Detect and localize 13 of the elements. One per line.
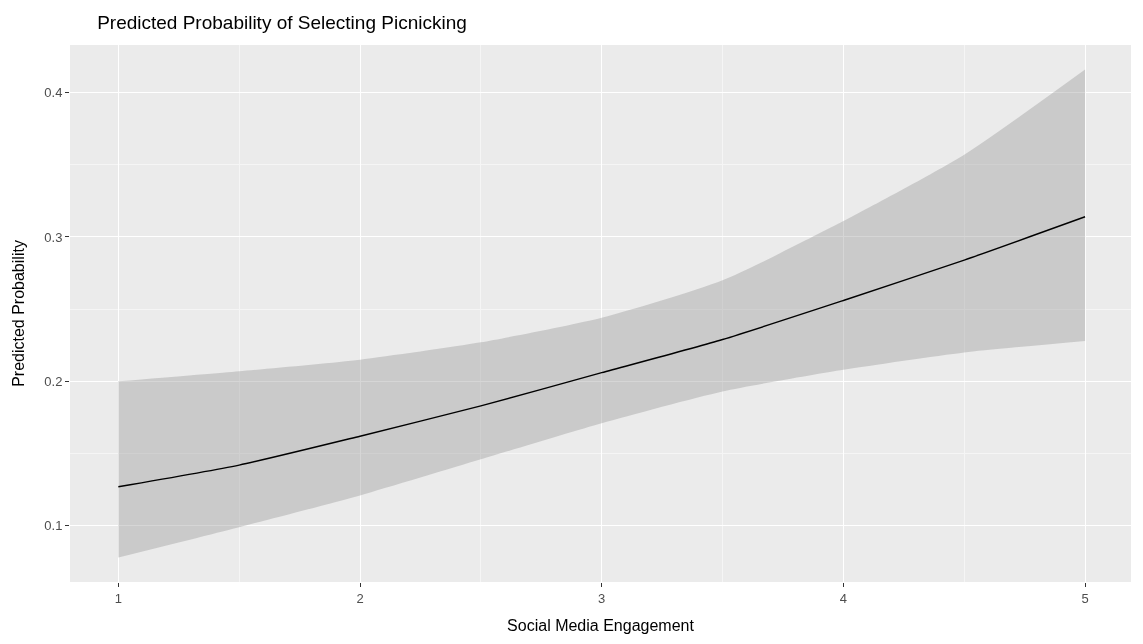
x-tick-label: 3 [598, 590, 606, 606]
x-axis-title: Social Media Engagement [507, 617, 695, 635]
x-tick-label: 1 [114, 590, 122, 606]
y-tick-label: 0.1 [44, 518, 63, 534]
y-tick-label: 0.3 [44, 229, 63, 245]
chart-title: Predicted Probability of Selecting Picnicking [97, 12, 467, 34]
line-series [117, 216, 1086, 488]
y-tick-label: 0.4 [44, 85, 63, 101]
x-tick-label: 2 [356, 590, 364, 606]
y-axis-title: Predicted Probability [10, 240, 28, 387]
x-tick-label: 4 [839, 590, 848, 606]
y-tick-label: 0.2 [44, 373, 63, 389]
x-tick-label: 5 [1081, 590, 1089, 606]
